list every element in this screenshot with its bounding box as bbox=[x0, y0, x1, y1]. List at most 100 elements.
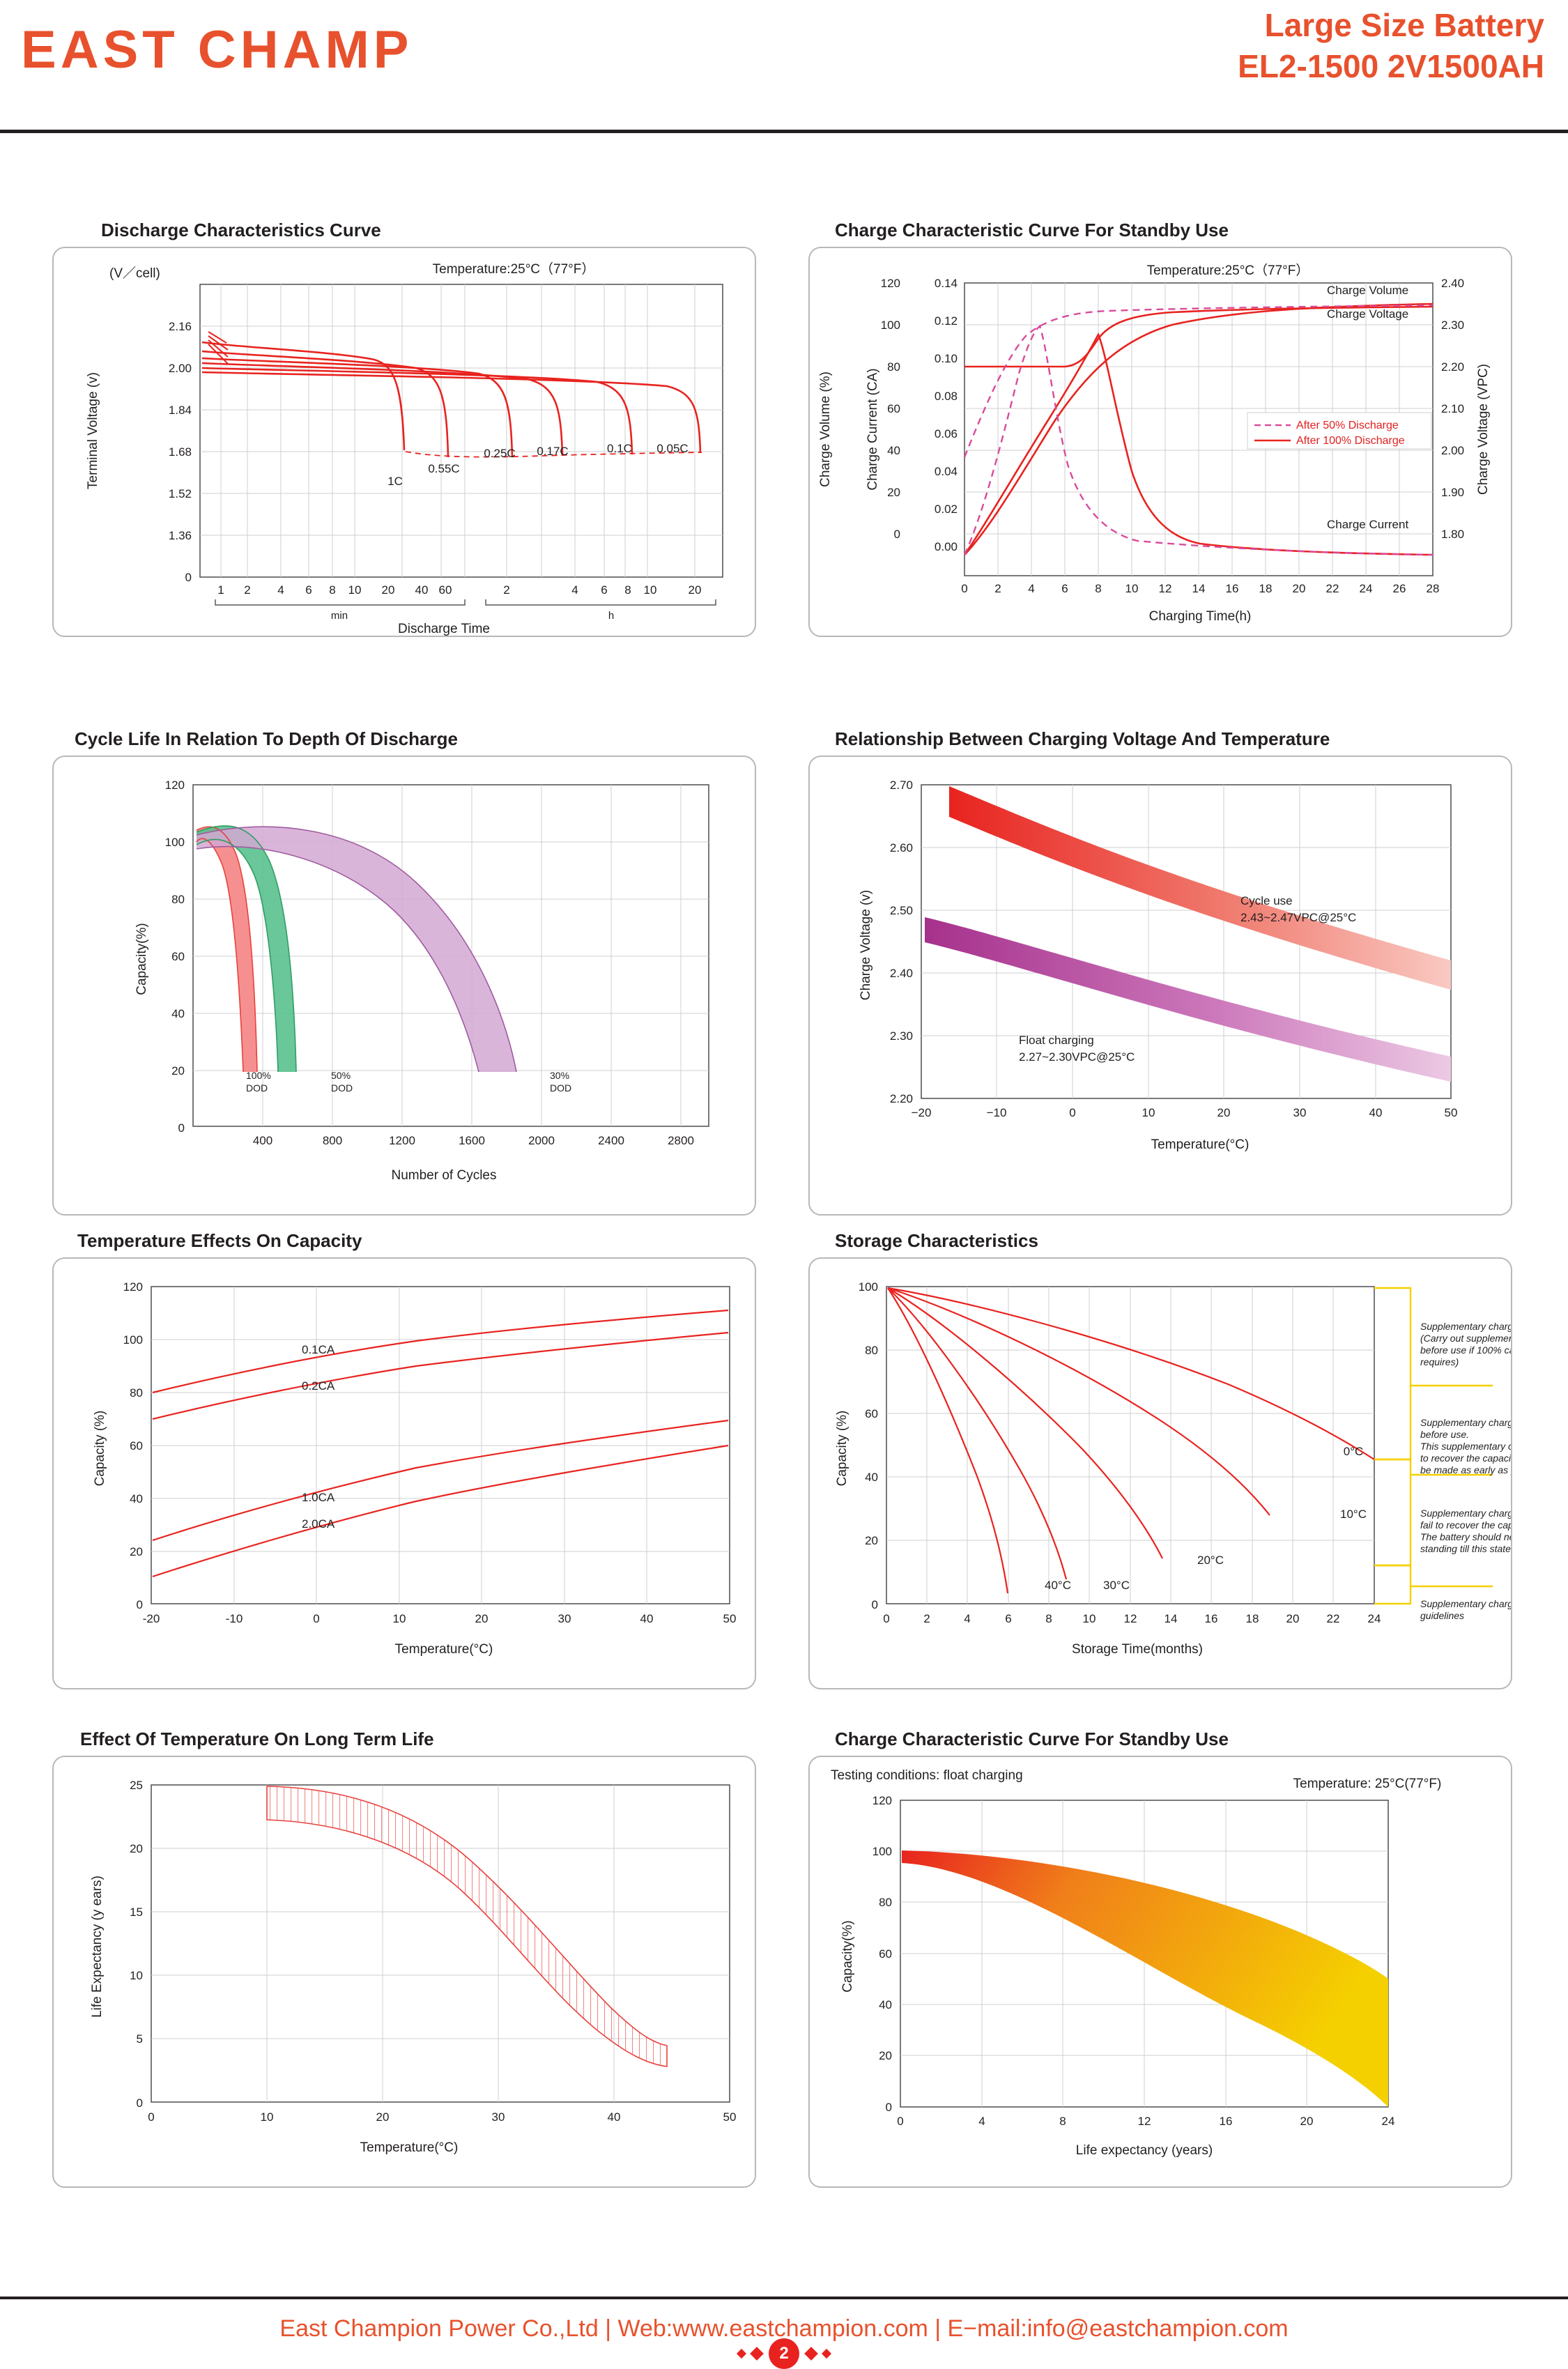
series-label: 20°C bbox=[1197, 1554, 1224, 1567]
x-tick: 0 bbox=[148, 2110, 154, 2124]
x-tick: 8 bbox=[329, 583, 335, 597]
y-tick: 80 bbox=[887, 360, 900, 374]
y-tick: 2.60 bbox=[890, 841, 913, 854]
chart-container: Temperature:25°C（77°F） bbox=[808, 247, 1512, 637]
x-tick: 18 bbox=[1259, 582, 1273, 595]
diamond-icon bbox=[821, 2348, 832, 2359]
y-tick: 2.70 bbox=[890, 779, 913, 792]
x-axis-ticks: 0 2 4 6 8 10 12 14 16 18 20 22 24 26 28 bbox=[961, 582, 1439, 595]
y-tick: 20 bbox=[130, 1545, 143, 1558]
y-tick: 100 bbox=[873, 1845, 892, 1858]
panel-storage-characteristics: Storage Characteristics bbox=[808, 1230, 1512, 1689]
x-tick: 24 bbox=[1382, 2115, 1395, 2128]
x-tick: 2 bbox=[923, 1612, 930, 1625]
x-tick: 22 bbox=[1327, 1612, 1340, 1625]
y-tick: 1.80 bbox=[1441, 528, 1464, 541]
discharge-curves bbox=[201, 331, 702, 458]
header-title-line2: EL2-1500 2V1500AH bbox=[1238, 47, 1544, 84]
discharge-characteristics-chart: (V／cell) Temperature:25°C（77°F） bbox=[86, 261, 723, 636]
series-label: 2.0CA bbox=[302, 1517, 335, 1531]
plot-grid bbox=[886, 1286, 1375, 1604]
y-tick: 0.02 bbox=[935, 503, 958, 516]
x-tick: -10 bbox=[226, 1612, 243, 1625]
y-tick: 0 bbox=[185, 571, 192, 584]
y-axis-label: Life Expectancy (y ears) bbox=[90, 1876, 105, 2018]
annotation-charge-voltage: Charge Voltage bbox=[1327, 307, 1408, 321]
band-label-30: 30% DOD bbox=[550, 1070, 571, 1094]
x-tick: 2 bbox=[503, 583, 509, 597]
y-axis-left-outer-ticks: 120 100 80 60 40 20 0 bbox=[881, 277, 900, 541]
y-tick: 0 bbox=[886, 2101, 892, 2114]
x-tick: 28 bbox=[1427, 582, 1440, 595]
x-tick: 2800 bbox=[668, 1134, 694, 1147]
y-axis-label: Capacity(%) bbox=[840, 1920, 855, 1992]
x-tick: 50 bbox=[723, 2110, 737, 2124]
y-tick: 15 bbox=[130, 1906, 143, 1919]
y-axis-label-inner: Charge Current (CA) bbox=[866, 368, 880, 490]
x-axis-label: Temperature(°C) bbox=[360, 2140, 459, 2155]
y-tick: 0.04 bbox=[935, 465, 958, 478]
legend-label: After 50% Discharge bbox=[1296, 420, 1399, 431]
x-tick: 50 bbox=[723, 1612, 737, 1625]
x-tick: 12 bbox=[1159, 582, 1172, 595]
x-tick: 800 bbox=[323, 1134, 342, 1147]
x-tick: 14 bbox=[1165, 1612, 1178, 1625]
y-tick: 5 bbox=[137, 2032, 143, 2046]
x-tick: 1 bbox=[217, 583, 224, 597]
x-tick: 18 bbox=[1246, 1612, 1259, 1625]
panel-title: Relationship Between Charging Voltage An… bbox=[835, 728, 1330, 749]
chart-container: 25 20 15 10 5 0 0 10 20 30 40 50 Tempera… bbox=[52, 1756, 756, 2188]
y-tick: 40 bbox=[171, 1007, 185, 1020]
x-axis-label: Storage Time(months) bbox=[1072, 1642, 1203, 1657]
panel-temperature-long-term-life: Effect Of Temperature On Long Term Life … bbox=[52, 1728, 756, 2188]
life-band bbox=[902, 1850, 1388, 2107]
y-tick: 120 bbox=[123, 1280, 143, 1294]
y-tick: 80 bbox=[865, 1344, 878, 1357]
page-number: 2 bbox=[769, 2338, 799, 2369]
diamond-icon bbox=[804, 2347, 818, 2361]
y-axis-ticks: 2.16 2.00 1.84 1.68 1.52 1.36 0 bbox=[169, 320, 192, 584]
x-tick: 20 bbox=[382, 583, 395, 597]
chart-condition-title: Temperature: 25°C(77°F) bbox=[1293, 1777, 1442, 1791]
series-label: 1.0CA bbox=[302, 1491, 335, 1504]
y-tick: 100 bbox=[881, 319, 900, 332]
annotation-charge-current: Charge Current bbox=[1327, 518, 1408, 531]
x-tick: 10 bbox=[261, 2110, 274, 2124]
x-tick: 10 bbox=[1083, 1612, 1096, 1625]
chart-container: 100 80 60 40 20 0 0 2 4 6 8 10 12 14 16 … bbox=[808, 1257, 1512, 1689]
panel-charge-characteristic-standby: Charge Characteristic Curve For Standby … bbox=[808, 220, 1512, 637]
charging-voltage-temperature-chart: 2.70 2.60 2.50 2.40 2.30 2.20 −20 −10 0 … bbox=[859, 779, 1458, 1152]
x-tick: 20 bbox=[376, 2110, 390, 2124]
x-tick: 2000 bbox=[528, 1134, 555, 1147]
series-label: 0.2CA bbox=[302, 1379, 335, 1393]
y-tick: 60 bbox=[865, 1407, 878, 1420]
y-tick: 80 bbox=[130, 1386, 143, 1400]
annotation-charge-volume: Charge Volume bbox=[1327, 284, 1408, 297]
y-axis-label: Capacity (%) bbox=[93, 1411, 107, 1487]
x-tick: 20 bbox=[1286, 1612, 1300, 1625]
x-axis-ticks: −20 −10 0 10 20 30 40 50 bbox=[912, 1106, 1458, 1119]
y-tick: 120 bbox=[873, 1794, 892, 1807]
y-axis-ticks: 100 80 60 40 20 0 bbox=[859, 1280, 878, 1611]
x-group-label: h bbox=[608, 610, 614, 622]
chart-container: 2.70 2.60 2.50 2.40 2.30 2.20 −20 −10 0 … bbox=[808, 756, 1512, 1216]
x-tick: 400 bbox=[253, 1134, 272, 1147]
y-tick: 2.40 bbox=[890, 967, 913, 980]
y-tick: 10 bbox=[130, 1969, 143, 1982]
series-label: 30°C bbox=[1103, 1579, 1130, 1592]
x-tick: 12 bbox=[1124, 1612, 1137, 1625]
x-tick: 40 bbox=[640, 1612, 654, 1625]
y-tick: 0.12 bbox=[935, 314, 958, 328]
voltage-bands bbox=[925, 786, 1451, 1082]
series-labels: 0.1CA 0.2CA 1.0CA 2.0CA bbox=[302, 1343, 335, 1531]
test-conditions-note: Testing conditions: float charging bbox=[831, 1768, 1023, 1783]
y-tick: 0 bbox=[872, 1598, 878, 1611]
x-tick: -20 bbox=[143, 1612, 160, 1625]
y-tick: 0 bbox=[178, 1121, 185, 1135]
storage-zone-guides bbox=[1374, 1287, 1493, 1605]
band-labels: 100% DOD 50% DOD 30% DOD bbox=[246, 1070, 571, 1094]
brand-logo: EAST CHAMP bbox=[21, 20, 413, 80]
x-tick: 1200 bbox=[389, 1134, 415, 1147]
standby-life-expectancy-chart: Testing conditions: float charging Tempe… bbox=[831, 1768, 1442, 2158]
y-tick: 120 bbox=[165, 779, 185, 792]
